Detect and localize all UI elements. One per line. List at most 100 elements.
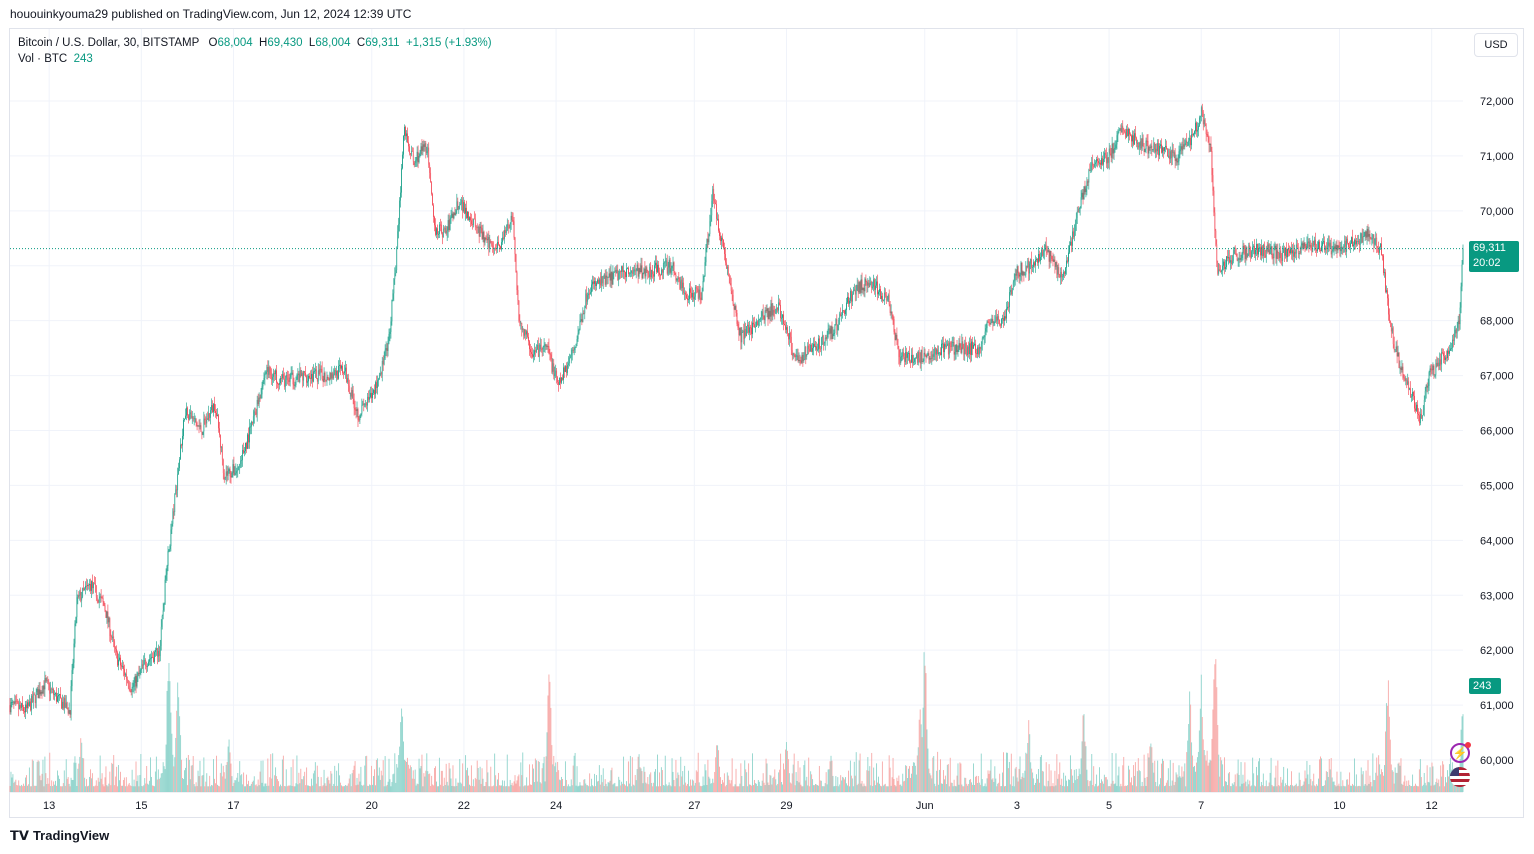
volume-bar	[543, 756, 545, 792]
candle-body	[770, 303, 772, 317]
volume-bar	[826, 784, 828, 792]
volume-bar	[218, 786, 220, 792]
candle-body	[325, 379, 327, 381]
candle-body	[57, 696, 58, 702]
candle-body	[329, 372, 331, 381]
candle-body	[567, 365, 568, 373]
volume-bar	[59, 786, 61, 792]
candle-body	[190, 412, 192, 418]
volume-bar	[344, 785, 346, 792]
volume-bar	[1310, 779, 1312, 792]
candle-body	[1325, 247, 1326, 251]
candle-body	[1181, 146, 1183, 151]
symbol-description[interactable]: Bitcoin / U.S. Dollar, 30, BITSTAMP	[18, 37, 200, 49]
volume-bar	[1321, 758, 1322, 792]
volume-bar	[1348, 784, 1350, 792]
volume-bar	[724, 786, 726, 792]
candle-body	[268, 367, 270, 375]
volume-bar	[1020, 779, 1022, 792]
volume-bar	[369, 784, 371, 792]
volume-bar	[490, 766, 492, 792]
footer-brand[interactable]: 𝗧𝗩 TradingView	[10, 828, 109, 844]
candle-body	[747, 324, 748, 327]
candle-body	[1213, 190, 1215, 213]
candle-body	[239, 463, 241, 467]
volume-bar	[442, 786, 444, 792]
volume-bar	[253, 776, 255, 792]
candle-body	[448, 220, 450, 231]
volume-bar	[1191, 742, 1193, 792]
volume-bar	[664, 755, 666, 792]
candle-body	[1282, 252, 1284, 261]
candle-body	[270, 372, 272, 375]
volume-bar	[478, 779, 480, 792]
volume-bar	[829, 761, 831, 792]
volume-bar	[903, 781, 905, 792]
volume-bar	[83, 758, 85, 792]
volume-bar	[264, 783, 266, 792]
volume-bar	[1156, 786, 1158, 792]
volume-bar	[510, 784, 512, 792]
volume-bar	[701, 785, 703, 792]
candle-body	[361, 404, 363, 414]
alert-bolt-icon[interactable]: ⚡	[1450, 743, 1470, 763]
candle-body	[728, 273, 730, 277]
candle-body	[234, 473, 236, 475]
candle-body	[1196, 122, 1197, 132]
candle-body	[481, 228, 483, 239]
volume-bar	[1381, 769, 1383, 792]
volume-label[interactable]: Vol · BTC	[18, 53, 68, 65]
volume-bar	[880, 786, 882, 792]
volume-bar	[891, 777, 893, 792]
candle-body	[1236, 253, 1238, 261]
flag-canton	[1450, 767, 1459, 776]
candle-body	[1423, 399, 1425, 411]
volume-bar	[1317, 785, 1319, 792]
candle-body	[142, 664, 144, 666]
volume-bar	[714, 771, 716, 792]
candle-body	[1237, 259, 1239, 261]
volume-bar	[917, 747, 919, 792]
candle-body	[861, 279, 863, 291]
candle-body	[521, 322, 523, 330]
volume-bar	[112, 764, 114, 792]
candle-body	[358, 419, 360, 421]
candle-body	[250, 426, 251, 428]
candle-body	[729, 276, 731, 284]
candle-body	[510, 215, 512, 224]
candle-body	[1194, 131, 1195, 134]
volume-bar	[879, 783, 880, 792]
volume-bar	[281, 759, 283, 792]
volume-bar	[936, 770, 938, 792]
candle-body	[205, 419, 207, 424]
volume-bar	[74, 756, 76, 792]
candle-body	[1393, 344, 1395, 350]
volume-bar	[236, 777, 238, 792]
candle-body	[592, 281, 593, 285]
us-flag-icon[interactable]	[1450, 767, 1470, 787]
volume-bar	[952, 786, 954, 792]
candle-body	[860, 279, 862, 293]
volume-bar	[524, 785, 526, 792]
candle-body	[628, 267, 629, 274]
last-price-badge: 69,311 20:02	[1469, 240, 1519, 272]
candle-body	[62, 701, 64, 709]
candle-body	[60, 694, 61, 699]
volume-bar	[387, 781, 389, 792]
candle-body	[24, 711, 25, 713]
candle-body	[916, 354, 918, 363]
candle-body	[1260, 247, 1261, 256]
candle-body	[848, 296, 849, 304]
candle-body	[323, 372, 325, 382]
candle-body	[219, 428, 220, 435]
candle-body	[769, 310, 771, 317]
volume-bar	[1282, 779, 1284, 792]
chart-frame[interactable]	[9, 28, 1524, 818]
currency-button[interactable]: USD	[1474, 33, 1518, 57]
volume-bar	[1061, 778, 1063, 792]
candle-body	[1443, 352, 1444, 357]
candle-body	[871, 282, 873, 288]
candle-body	[1146, 140, 1148, 142]
candle-body	[299, 370, 301, 382]
